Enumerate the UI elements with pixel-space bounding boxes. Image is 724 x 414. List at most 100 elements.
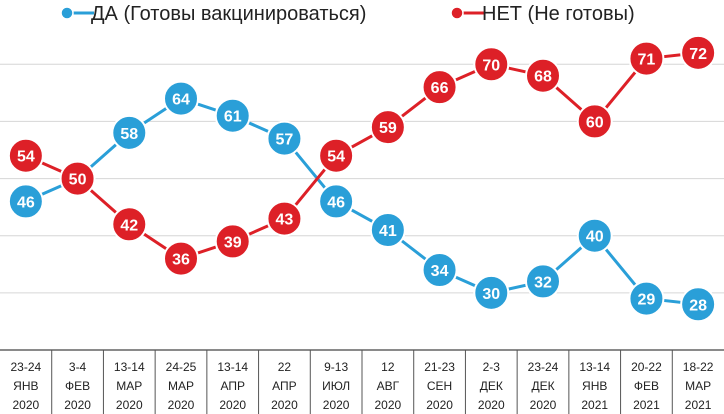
legend-label-net: НЕТ (Не готовы)	[482, 3, 635, 25]
x-tick-label: 2-3	[483, 360, 501, 374]
data-point-marker	[421, 69, 458, 106]
x-axis: 23-24 ЯНВ 2020 3-4 ФЕВ 2020 13-14 МАР 2020 24-25 М…	[0, 349, 724, 414]
data-point: 58	[111, 114, 148, 151]
data-point: 46	[318, 183, 355, 220]
x-tick-label: 2021	[581, 398, 608, 412]
data-label: 70	[482, 57, 500, 74]
data-point: 72	[680, 34, 717, 71]
x-tick-label: 2020	[219, 398, 246, 412]
x-tick-label: 2020	[168, 398, 195, 412]
data-label: 43	[276, 212, 294, 229]
data-point: 41	[369, 212, 406, 248]
x-tick-label: ДЕК	[480, 379, 503, 393]
data-label: 41	[379, 223, 397, 240]
data-label: 57	[276, 132, 294, 149]
x-tick-label: МАР	[116, 379, 142, 393]
data-point: 61	[214, 97, 251, 134]
data-label: 60	[586, 114, 604, 131]
data-point: 71	[628, 40, 665, 77]
data-point-marker	[163, 240, 199, 277]
data-label: 46	[327, 194, 345, 211]
data-label: 68	[534, 69, 552, 86]
data-point-marker	[525, 263, 561, 300]
x-tick-label: 2020	[13, 398, 40, 412]
x-tick-label: 2020	[530, 398, 557, 412]
data-point: 64	[163, 80, 199, 117]
x-tick-label: 20-22	[631, 360, 662, 374]
data-label: 54	[17, 149, 35, 166]
data-point-marker	[318, 137, 355, 174]
data-point: 32	[525, 263, 561, 300]
x-tick-label: 13-14	[114, 360, 145, 374]
data-label: 30	[482, 286, 500, 303]
x-tick-label: 2021	[633, 398, 660, 412]
data-point-marker	[163, 80, 199, 117]
data-label: 46	[17, 194, 35, 211]
x-tick-label: СЕН	[427, 379, 452, 393]
data-point-marker	[473, 46, 510, 83]
data-label: 58	[120, 126, 138, 143]
data-point: 60	[576, 103, 613, 140]
legend-item-net: НЕТ (Не готовы)	[450, 3, 635, 25]
data-label: 59	[379, 120, 397, 137]
x-tick-label: 3-4	[69, 360, 87, 374]
data-label: 36	[172, 252, 190, 269]
data-point: 54	[7, 137, 44, 174]
x-tick-label: МАР	[168, 379, 194, 393]
x-tick-label: 2021	[685, 398, 712, 412]
data-point: 54	[318, 137, 355, 174]
x-tick-label: 2020	[116, 398, 143, 412]
series-points: 46 58 64 61 57 46 41 34 30 32 40 29 28 54 50 42 36 39 43 54…	[7, 34, 717, 323]
data-point-marker	[576, 217, 613, 254]
x-tick-label: 2020	[375, 398, 402, 412]
data-point-marker	[369, 212, 406, 248]
data-label: 61	[224, 109, 242, 126]
data-label: 54	[327, 149, 345, 166]
data-point: 57	[266, 120, 303, 157]
data-label: 28	[689, 297, 707, 314]
data-point: 40	[576, 217, 613, 254]
x-tick-label: 12	[381, 360, 395, 374]
data-point-marker	[576, 103, 613, 140]
data-point: 68	[525, 57, 561, 94]
x-tick-label: МАР	[685, 379, 711, 393]
legend: ДА (Готовы вакцинироваться) НЕТ (Не гото…	[60, 3, 635, 25]
x-tick-label: ИЮЛ	[322, 379, 350, 393]
x-tick-label: 2020	[426, 398, 453, 412]
x-tick-label: 2020	[478, 398, 505, 412]
data-label: 29	[638, 292, 656, 309]
data-point-marker	[680, 34, 717, 71]
x-tick-label: 23-24	[528, 360, 559, 374]
x-tick-label: ЯНВ	[582, 379, 607, 393]
x-tick-label: 2020	[271, 398, 298, 412]
legend-item-da: ДА (Готовы вакцинироваться)	[60, 3, 366, 25]
data-point: 46	[7, 183, 44, 220]
data-point-marker	[214, 97, 251, 134]
x-tick-label: ЯНВ	[13, 379, 38, 393]
x-tick-label: 13-14	[579, 360, 610, 374]
x-tick-label: 9-13	[324, 360, 348, 374]
x-tick-label: 24-25	[166, 360, 197, 374]
data-point-marker	[7, 183, 44, 220]
x-tick-label: 13-14	[217, 360, 248, 374]
x-tick-label: 18-22	[683, 360, 714, 374]
data-point: 59	[369, 109, 406, 146]
data-label: 71	[638, 52, 656, 69]
data-point: 70	[473, 46, 510, 83]
data-point-marker	[111, 206, 148, 243]
data-point: 50	[59, 160, 96, 197]
data-point: 29	[628, 280, 665, 317]
data-point-marker	[111, 114, 148, 151]
x-tick-label: 22	[278, 360, 292, 374]
x-tick-label: АВГ	[377, 379, 400, 393]
data-point-marker	[266, 120, 303, 157]
legend-marker-net	[450, 6, 464, 20]
x-tick-label: ДЕК	[531, 379, 554, 393]
data-point: 30	[473, 274, 510, 311]
data-point: 36	[163, 240, 199, 277]
data-label: 40	[586, 229, 604, 246]
x-tick-label: ФЕВ	[634, 379, 659, 393]
legend-label-da: ДА (Готовы вакцинироваться)	[91, 3, 366, 25]
data-point-marker	[525, 57, 561, 94]
data-point-marker	[680, 286, 717, 323]
